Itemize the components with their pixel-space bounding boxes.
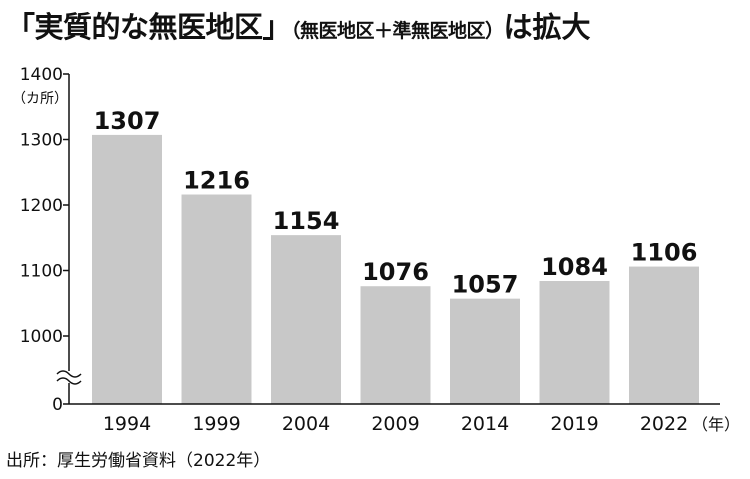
data-label: 1216 [183,167,250,195]
chart-title: 「実質的な無医地区」（無医地区＋準無医地区）は拡大 [6,4,750,52]
x-tick-label: 2014 [461,413,509,435]
x-tick-label: 2022 [640,413,688,435]
data-label: 1084 [541,253,608,281]
x-tick-label: 1999 [192,413,240,435]
data-label: 1307 [94,107,161,135]
data-label: 1057 [452,271,519,299]
title-sub: （無医地区＋準無医地区） [291,20,504,42]
bar [92,134,162,405]
axis-break-icon [56,377,82,385]
y-tick-label: 1400 [20,65,63,85]
bar [360,286,431,404]
bar [181,194,252,404]
y-tick-label: 1300 [20,131,63,151]
data-label: 1106 [631,239,698,267]
axis-break-icon [56,370,82,378]
y-tick-label: 1000 [20,327,63,347]
bar [629,266,699,404]
y-tick-label: 1100 [20,262,63,282]
x-axis-unit: （年） [692,415,740,434]
title-main: 「実質的な無医地区」 [6,10,292,44]
x-tick-label: 1994 [103,413,151,435]
source-note: 出所：厚生労働省資料（2022年） [6,451,271,471]
bar [539,280,610,404]
x-tick-label: 2019 [550,413,598,435]
data-label: 1154 [273,207,340,235]
y-tick-label: 0 [52,395,63,415]
axis-break-gap [55,371,83,383]
bar [271,235,341,404]
bar [450,298,520,404]
y-axis-unit: （カ所） [12,91,68,107]
title-tail: は拡大 [503,10,591,44]
data-label: 1076 [362,258,429,286]
x-tick-label: 2004 [282,413,330,435]
y-tick-label: 1200 [20,196,63,216]
x-tick-label: 2009 [371,413,419,435]
